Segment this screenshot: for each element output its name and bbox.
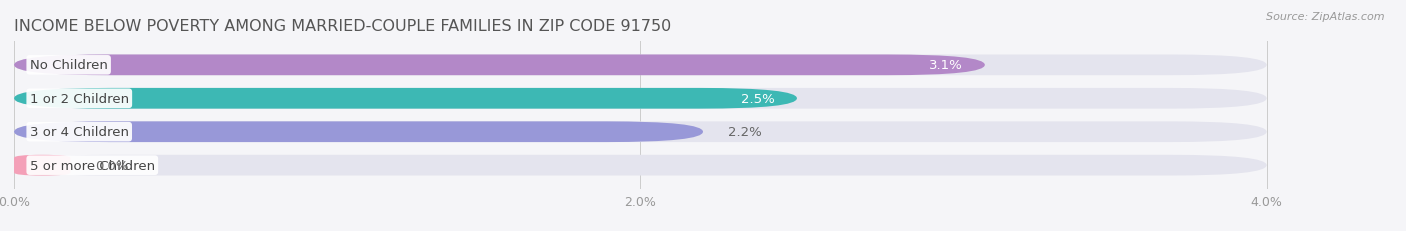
FancyBboxPatch shape [14,122,703,143]
Text: 3.1%: 3.1% [929,59,963,72]
Text: INCOME BELOW POVERTY AMONG MARRIED-COUPLE FAMILIES IN ZIP CODE 91750: INCOME BELOW POVERTY AMONG MARRIED-COUPL… [14,18,671,33]
Text: Source: ZipAtlas.com: Source: ZipAtlas.com [1267,12,1385,21]
Text: 0.0%: 0.0% [96,159,129,172]
Text: 3 or 4 Children: 3 or 4 Children [30,126,129,139]
Text: No Children: No Children [30,59,108,72]
FancyBboxPatch shape [14,88,797,109]
FancyBboxPatch shape [14,88,1267,109]
Text: 1 or 2 Children: 1 or 2 Children [30,92,129,105]
FancyBboxPatch shape [14,155,70,176]
FancyBboxPatch shape [14,155,1267,176]
FancyBboxPatch shape [14,122,1267,143]
Text: 2.5%: 2.5% [741,92,775,105]
FancyBboxPatch shape [14,55,984,76]
Text: 5 or more Children: 5 or more Children [30,159,155,172]
Text: 2.2%: 2.2% [728,126,762,139]
FancyBboxPatch shape [14,55,1267,76]
